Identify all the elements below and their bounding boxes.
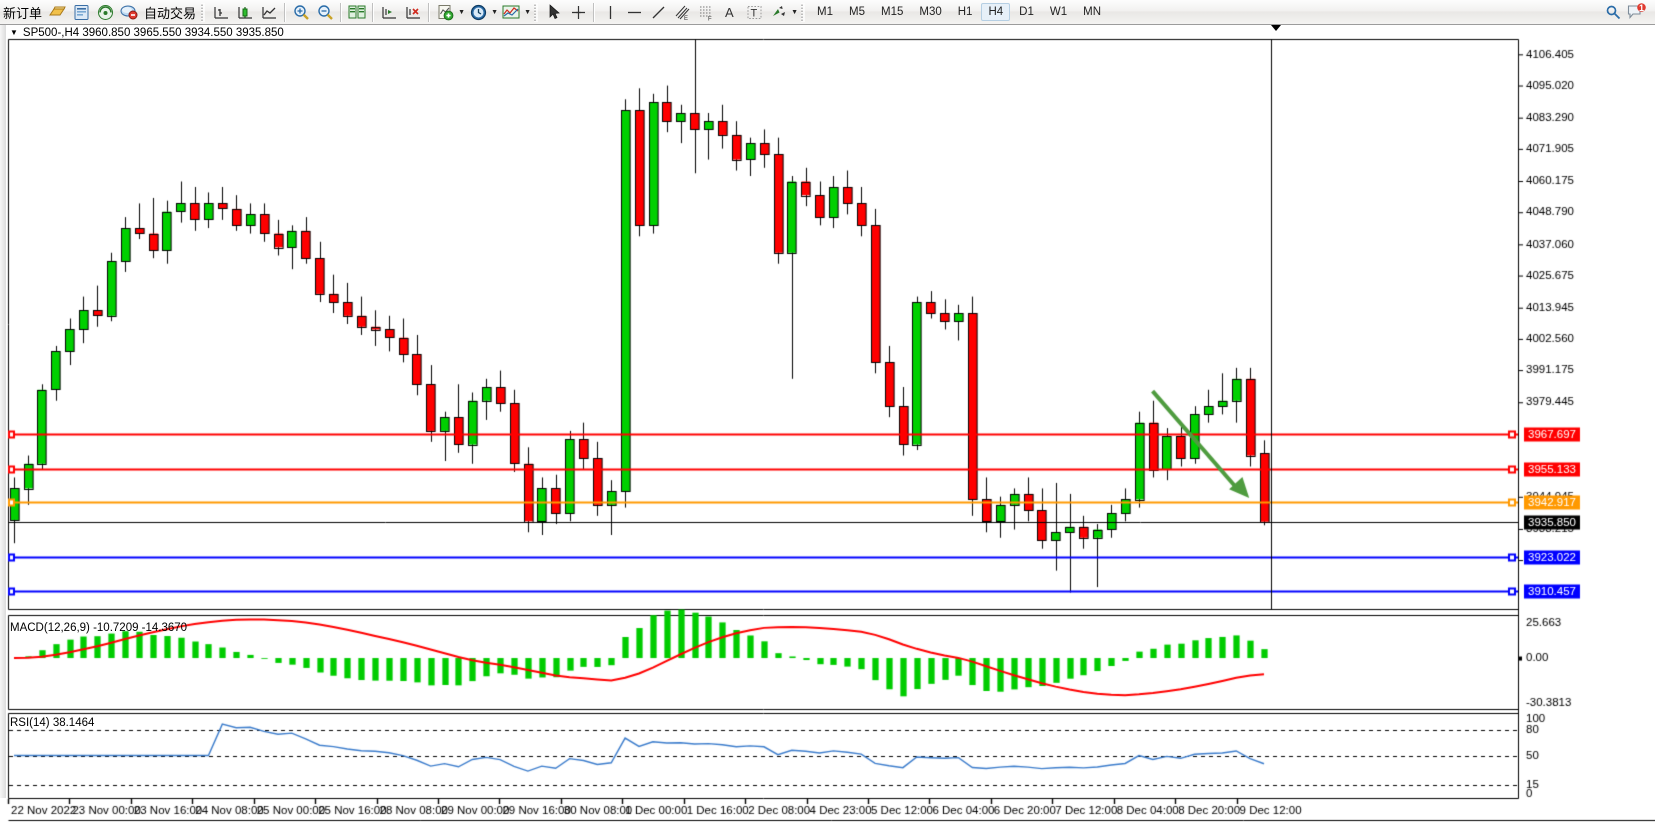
timeframe-mn[interactable]: MN <box>1083 6 1101 18</box>
equidistant-channel-icon[interactable]: E <box>671 2 693 23</box>
timeframe-w1[interactable]: W1 <box>1049 6 1068 18</box>
chart-menu-caret-icon[interactable]: ▼ <box>10 28 18 37</box>
templates-icon[interactable] <box>500 2 522 23</box>
fibonacci-icon[interactable]: F <box>695 2 717 23</box>
vertical-line-icon[interactable] <box>599 2 621 23</box>
timeframe-h4[interactable]: H4 <box>981 3 1011 21</box>
toolbar-grip-2[interactable] <box>534 2 539 22</box>
symbol-name: SP500-,H4 3960.850 3965.550 3934.550 393… <box>22 27 284 39</box>
svg-text:T: T <box>750 7 757 19</box>
timeframe-m1[interactable]: M1 <box>817 6 834 18</box>
timeframe-m30[interactable]: M30 <box>919 6 942 18</box>
market-watch-icon[interactable] <box>70 2 92 23</box>
toolbar-separator <box>593 2 596 22</box>
toolbar-separator <box>428 2 431 22</box>
arrows-dropdown-caret[interactable]: ▼ <box>791 8 798 16</box>
bar-chart-icon[interactable] <box>210 2 232 23</box>
zoom-out-icon[interactable] <box>314 2 336 23</box>
svg-text:F: F <box>708 16 712 21</box>
timeframe-h1[interactable]: H1 <box>957 6 973 18</box>
chart-shift-icon[interactable] <box>378 2 400 23</box>
toolbar-right-group: 1 <box>1601 2 1655 23</box>
toolbar-grip-3[interactable] <box>801 2 806 22</box>
main-toolbar: 新订单 自动交易 <box>0 0 1655 25</box>
toolbar-separator <box>284 2 287 22</box>
toolbar-grip[interactable] <box>201 2 206 22</box>
data-window-icon[interactable] <box>94 2 116 23</box>
chart-shift-end-icon[interactable] <box>402 2 424 23</box>
timeframe-d1[interactable]: D1 <box>1019 6 1034 18</box>
price-chart-canvas[interactable] <box>6 25 1655 823</box>
notifications-icon[interactable]: 1 <box>1626 2 1648 23</box>
new-order-button[interactable]: 新订单 <box>3 5 43 21</box>
svg-text:E: E <box>684 16 688 21</box>
arrows-icon[interactable] <box>767 2 789 23</box>
horizontal-line-icon[interactable] <box>623 2 645 23</box>
chart-scroll-marker-icon[interactable] <box>1271 25 1281 31</box>
toolbar-separator <box>372 2 375 22</box>
text-label-icon[interactable]: T <box>743 2 765 23</box>
toolbar-separator <box>340 2 343 22</box>
navigator-icon[interactable] <box>118 2 140 23</box>
zoom-in-icon[interactable] <box>290 2 312 23</box>
crosshair-icon[interactable] <box>567 2 589 23</box>
chart-window[interactable]: ▼ SP500-,H4 3960.850 3965.550 3934.550 3… <box>0 25 1655 823</box>
macd-indicator-label[interactable]: MACD(12,26,9) -10.7209 -14.3670 <box>10 622 188 634</box>
period-dropdown-caret[interactable]: ▼ <box>491 8 498 16</box>
text-icon[interactable]: A <box>719 2 741 23</box>
add-indicator-dropdown-caret[interactable]: ▼ <box>458 8 465 16</box>
templates-dropdown-caret[interactable]: ▼ <box>524 8 531 16</box>
trendline-icon[interactable] <box>647 2 669 23</box>
timeframe-m5[interactable]: M5 <box>849 6 865 18</box>
rsi-indicator-label[interactable]: RSI(14) 38.1464 <box>10 717 95 729</box>
line-chart-icon[interactable] <box>258 2 280 23</box>
symbol-header[interactable]: ▼ SP500-,H4 3960.850 3965.550 3934.550 3… <box>10 27 284 39</box>
candlestick-chart-icon[interactable] <box>234 2 256 23</box>
auto-scroll-icon[interactable] <box>346 2 368 23</box>
period-clock-icon[interactable] <box>467 2 489 23</box>
search-icon[interactable] <box>1602 2 1624 23</box>
timeframe-m15[interactable]: M15 <box>881 6 904 18</box>
auto-trading-button[interactable]: 自动交易 <box>144 5 197 21</box>
add-indicator-icon[interactable] <box>434 2 456 23</box>
gold-bar-icon[interactable] <box>46 2 68 23</box>
notification-count: 1 <box>1638 2 1644 13</box>
svg-text:A: A <box>725 5 734 20</box>
chart-canvas-holder[interactable] <box>6 25 1655 823</box>
cursor-icon[interactable] <box>543 2 565 23</box>
